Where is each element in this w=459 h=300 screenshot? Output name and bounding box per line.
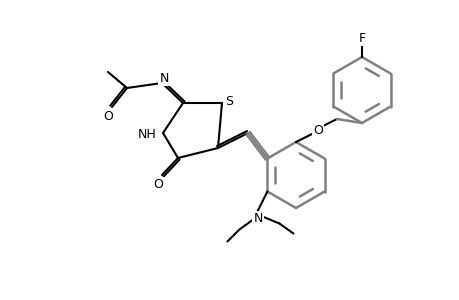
Text: O: O [153,178,162,191]
Text: N: N [253,212,263,225]
Text: O: O [103,110,113,122]
Text: N: N [159,71,168,85]
Text: O: O [313,124,322,136]
Text: S: S [224,94,233,107]
Text: NH: NH [138,128,157,142]
Text: F: F [358,32,365,44]
